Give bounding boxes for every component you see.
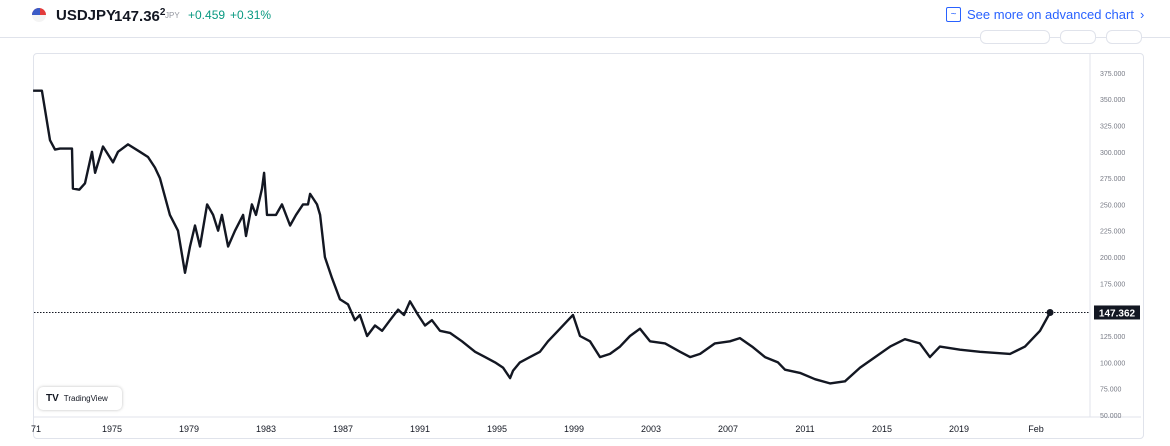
y-tick-label: 125.000	[1100, 334, 1125, 341]
y-tick-label: 250.000	[1100, 202, 1125, 209]
chart-frame	[33, 53, 1144, 439]
x-tick-label: 1979	[179, 424, 199, 434]
x-tick-label: 2015	[872, 424, 892, 434]
x-tick-label: 2011	[795, 424, 814, 434]
last-price-badge-label: 147.362	[1099, 308, 1136, 319]
price-series-line	[33, 89, 1052, 385]
symbol-header: USDJPY 147.362 JPY +0.459 +0.31% ~ See m…	[0, 0, 1170, 38]
tradingview-logo[interactable]: TV TradingView	[38, 387, 122, 410]
x-tick-label: 71	[31, 424, 41, 434]
y-tick-label: 225.000	[1100, 229, 1125, 236]
tv-logo-icon: TV	[46, 393, 59, 404]
currency-label: JPY	[165, 11, 180, 20]
x-tick-label: 1975	[102, 424, 122, 434]
x-tick-label: 2003	[641, 424, 661, 434]
toolbar-button[interactable]	[1106, 30, 1142, 44]
y-tick-label: 175.000	[1100, 281, 1125, 288]
price-change: +0.459	[188, 8, 226, 22]
price-change-percent: +0.31%	[230, 8, 272, 22]
advanced-chart-link[interactable]: ~ See more on advanced chart ›	[946, 7, 1144, 22]
y-tick-label: 300.000	[1100, 150, 1125, 157]
last-price: 147.362	[114, 7, 166, 25]
y-tick-label: 375.000	[1100, 71, 1125, 78]
x-tick-label: 1999	[564, 424, 584, 434]
x-tick-label: 2007	[718, 424, 738, 434]
chevron-right-icon: ›	[1139, 7, 1145, 22]
x-tick-label: 1983	[256, 424, 276, 434]
y-tick-label: 75.000	[1100, 387, 1122, 394]
toolbar-button[interactable]	[1060, 30, 1096, 44]
y-tick-label: 325.000	[1100, 123, 1125, 130]
symbol-name[interactable]: USDJPY	[56, 7, 117, 24]
y-tick-label: 200.000	[1100, 255, 1125, 262]
y-tick-label: 275.000	[1100, 176, 1125, 183]
advanced-chart-label: See more on advanced chart	[967, 7, 1134, 22]
x-tick-label: Feb	[1028, 424, 1044, 434]
x-tick-label: 1987	[333, 424, 353, 434]
range-button[interactable]	[980, 30, 1050, 44]
us-japan-flag-icon	[32, 8, 46, 22]
x-tick-label: 1991	[410, 424, 430, 434]
y-tick-label: 100.000	[1100, 360, 1125, 367]
y-tick-label: 350.000	[1100, 97, 1125, 104]
y-tick-label: 50.000	[1100, 413, 1122, 420]
x-tick-label: 1995	[487, 424, 507, 434]
last-price-marker	[1046, 308, 1054, 316]
chart-icon: ~	[946, 7, 961, 22]
last-price-badge	[1094, 305, 1140, 320]
x-tick-label: 2019	[949, 424, 969, 434]
